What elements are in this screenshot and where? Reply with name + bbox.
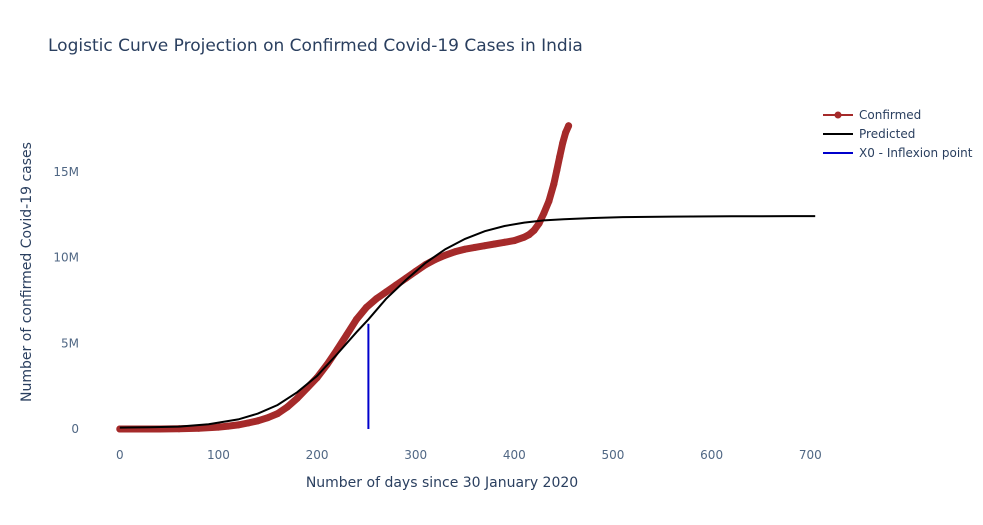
- legend-marker: [834, 111, 842, 119]
- confirmed-point: [195, 424, 203, 432]
- confirmed-point: [264, 414, 272, 422]
- confirmed-point: [244, 419, 252, 427]
- x-tick-label: 600: [700, 448, 723, 462]
- confirmed-point: [274, 410, 282, 418]
- confirmed-point: [562, 129, 570, 137]
- y-axis-ticks: 0 5M 10M 15M: [53, 165, 79, 436]
- confirmed-point: [382, 288, 390, 296]
- confirmed-point: [313, 374, 321, 382]
- confirmed-point: [491, 240, 499, 248]
- confirmed-point: [441, 251, 449, 259]
- confirmed-point: [372, 295, 380, 303]
- confirmed-point: [550, 180, 558, 188]
- confirmed-point: [116, 425, 124, 433]
- y-tick-label: 0: [71, 422, 79, 436]
- confirmed-point: [293, 394, 301, 402]
- x-tick-label: 200: [306, 448, 329, 462]
- x-tick-label: 300: [404, 448, 427, 462]
- confirmed-point: [284, 403, 291, 411]
- legend-item-predicted[interactable]: Predicted: [823, 127, 915, 141]
- legend-label: Confirmed: [859, 108, 921, 122]
- confirmed-point: [362, 303, 370, 311]
- confirmed-point: [451, 248, 459, 256]
- confirmed-point: [224, 422, 232, 430]
- confirmed-point: [402, 274, 410, 282]
- x-tick-label: 500: [602, 448, 625, 462]
- confirmed-point: [214, 423, 222, 431]
- chart-title: Logistic Curve Projection on Confirmed C…: [48, 36, 583, 56]
- confirmed-point: [343, 331, 351, 339]
- confirmed-point: [525, 231, 533, 239]
- legend-item-x0-inflexion-point[interactable]: X0 - Inflexion point: [823, 146, 973, 160]
- confirmed-line: [116, 122, 573, 433]
- legend-label: Predicted: [859, 127, 915, 141]
- x-tick-label: 0: [116, 448, 124, 462]
- confirmed-point: [353, 315, 360, 323]
- series-confirmed: [116, 122, 573, 433]
- confirmed-point: [234, 421, 242, 429]
- confirmed-point: [510, 237, 518, 245]
- legend[interactable]: Confirmed Predicted X0 - Inflexion point: [823, 108, 973, 160]
- confirmed-point: [461, 245, 469, 253]
- y-axis-title: Number of confirmed Covid-19 cases: [19, 142, 35, 402]
- confirmed-point: [556, 153, 564, 161]
- x-tick-label: 100: [207, 448, 230, 462]
- x-axis-ticks: 0 100 200 300 400 500 600 700: [116, 448, 822, 462]
- legend-item-confirmed[interactable]: Confirmed: [823, 108, 921, 122]
- confirmed-point: [254, 417, 262, 425]
- confirmed-point: [501, 238, 508, 246]
- legend-label: X0 - Inflexion point: [859, 146, 973, 160]
- confirmed-point: [481, 242, 489, 250]
- y-tick-label: 5M: [61, 336, 79, 350]
- confirmed-point: [540, 209, 548, 217]
- confirmed-point: [471, 243, 479, 251]
- series-predicted: [119, 215, 816, 429]
- confirmed-point: [553, 166, 561, 174]
- x-axis-title: Number of days since 30 January 2020: [306, 475, 578, 491]
- confirmed-point: [530, 226, 538, 234]
- plot-area[interactable]: [116, 122, 816, 433]
- confirmed-point: [565, 122, 573, 130]
- confirmed-point: [559, 139, 567, 147]
- y-tick-label: 10M: [53, 251, 79, 265]
- confirmed-point: [545, 197, 553, 205]
- x-tick-label: 400: [503, 448, 526, 462]
- x-tick-label: 700: [799, 448, 822, 462]
- y-tick-label: 15M: [53, 165, 79, 179]
- predicted-line: [119, 215, 816, 429]
